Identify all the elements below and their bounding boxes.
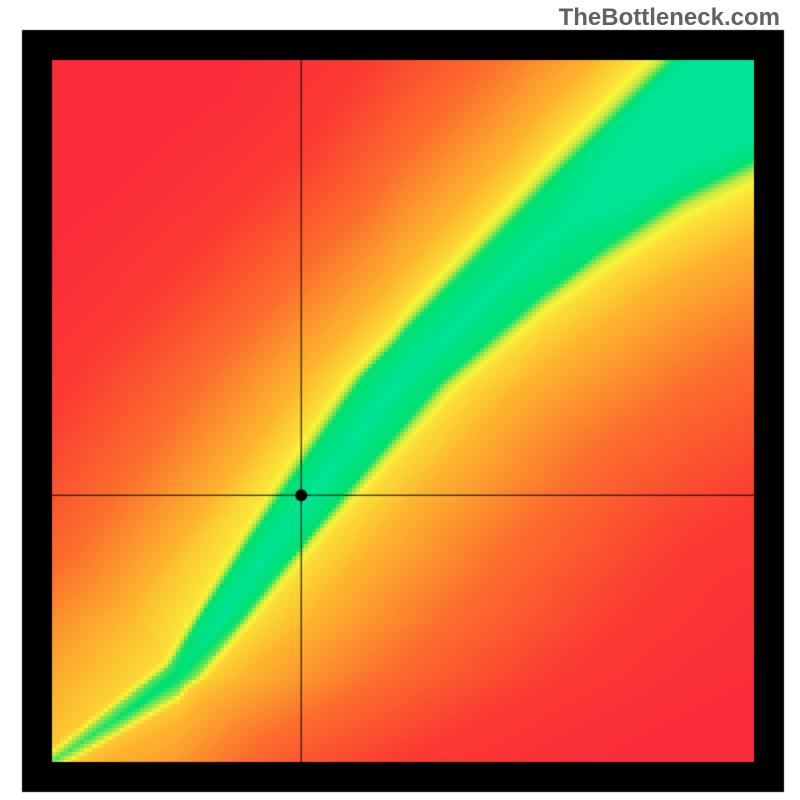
heatmap-canvas xyxy=(0,0,800,800)
watermark-text: TheBottleneck.com xyxy=(559,4,780,32)
chart-container: TheBottleneck.com xyxy=(0,0,800,800)
